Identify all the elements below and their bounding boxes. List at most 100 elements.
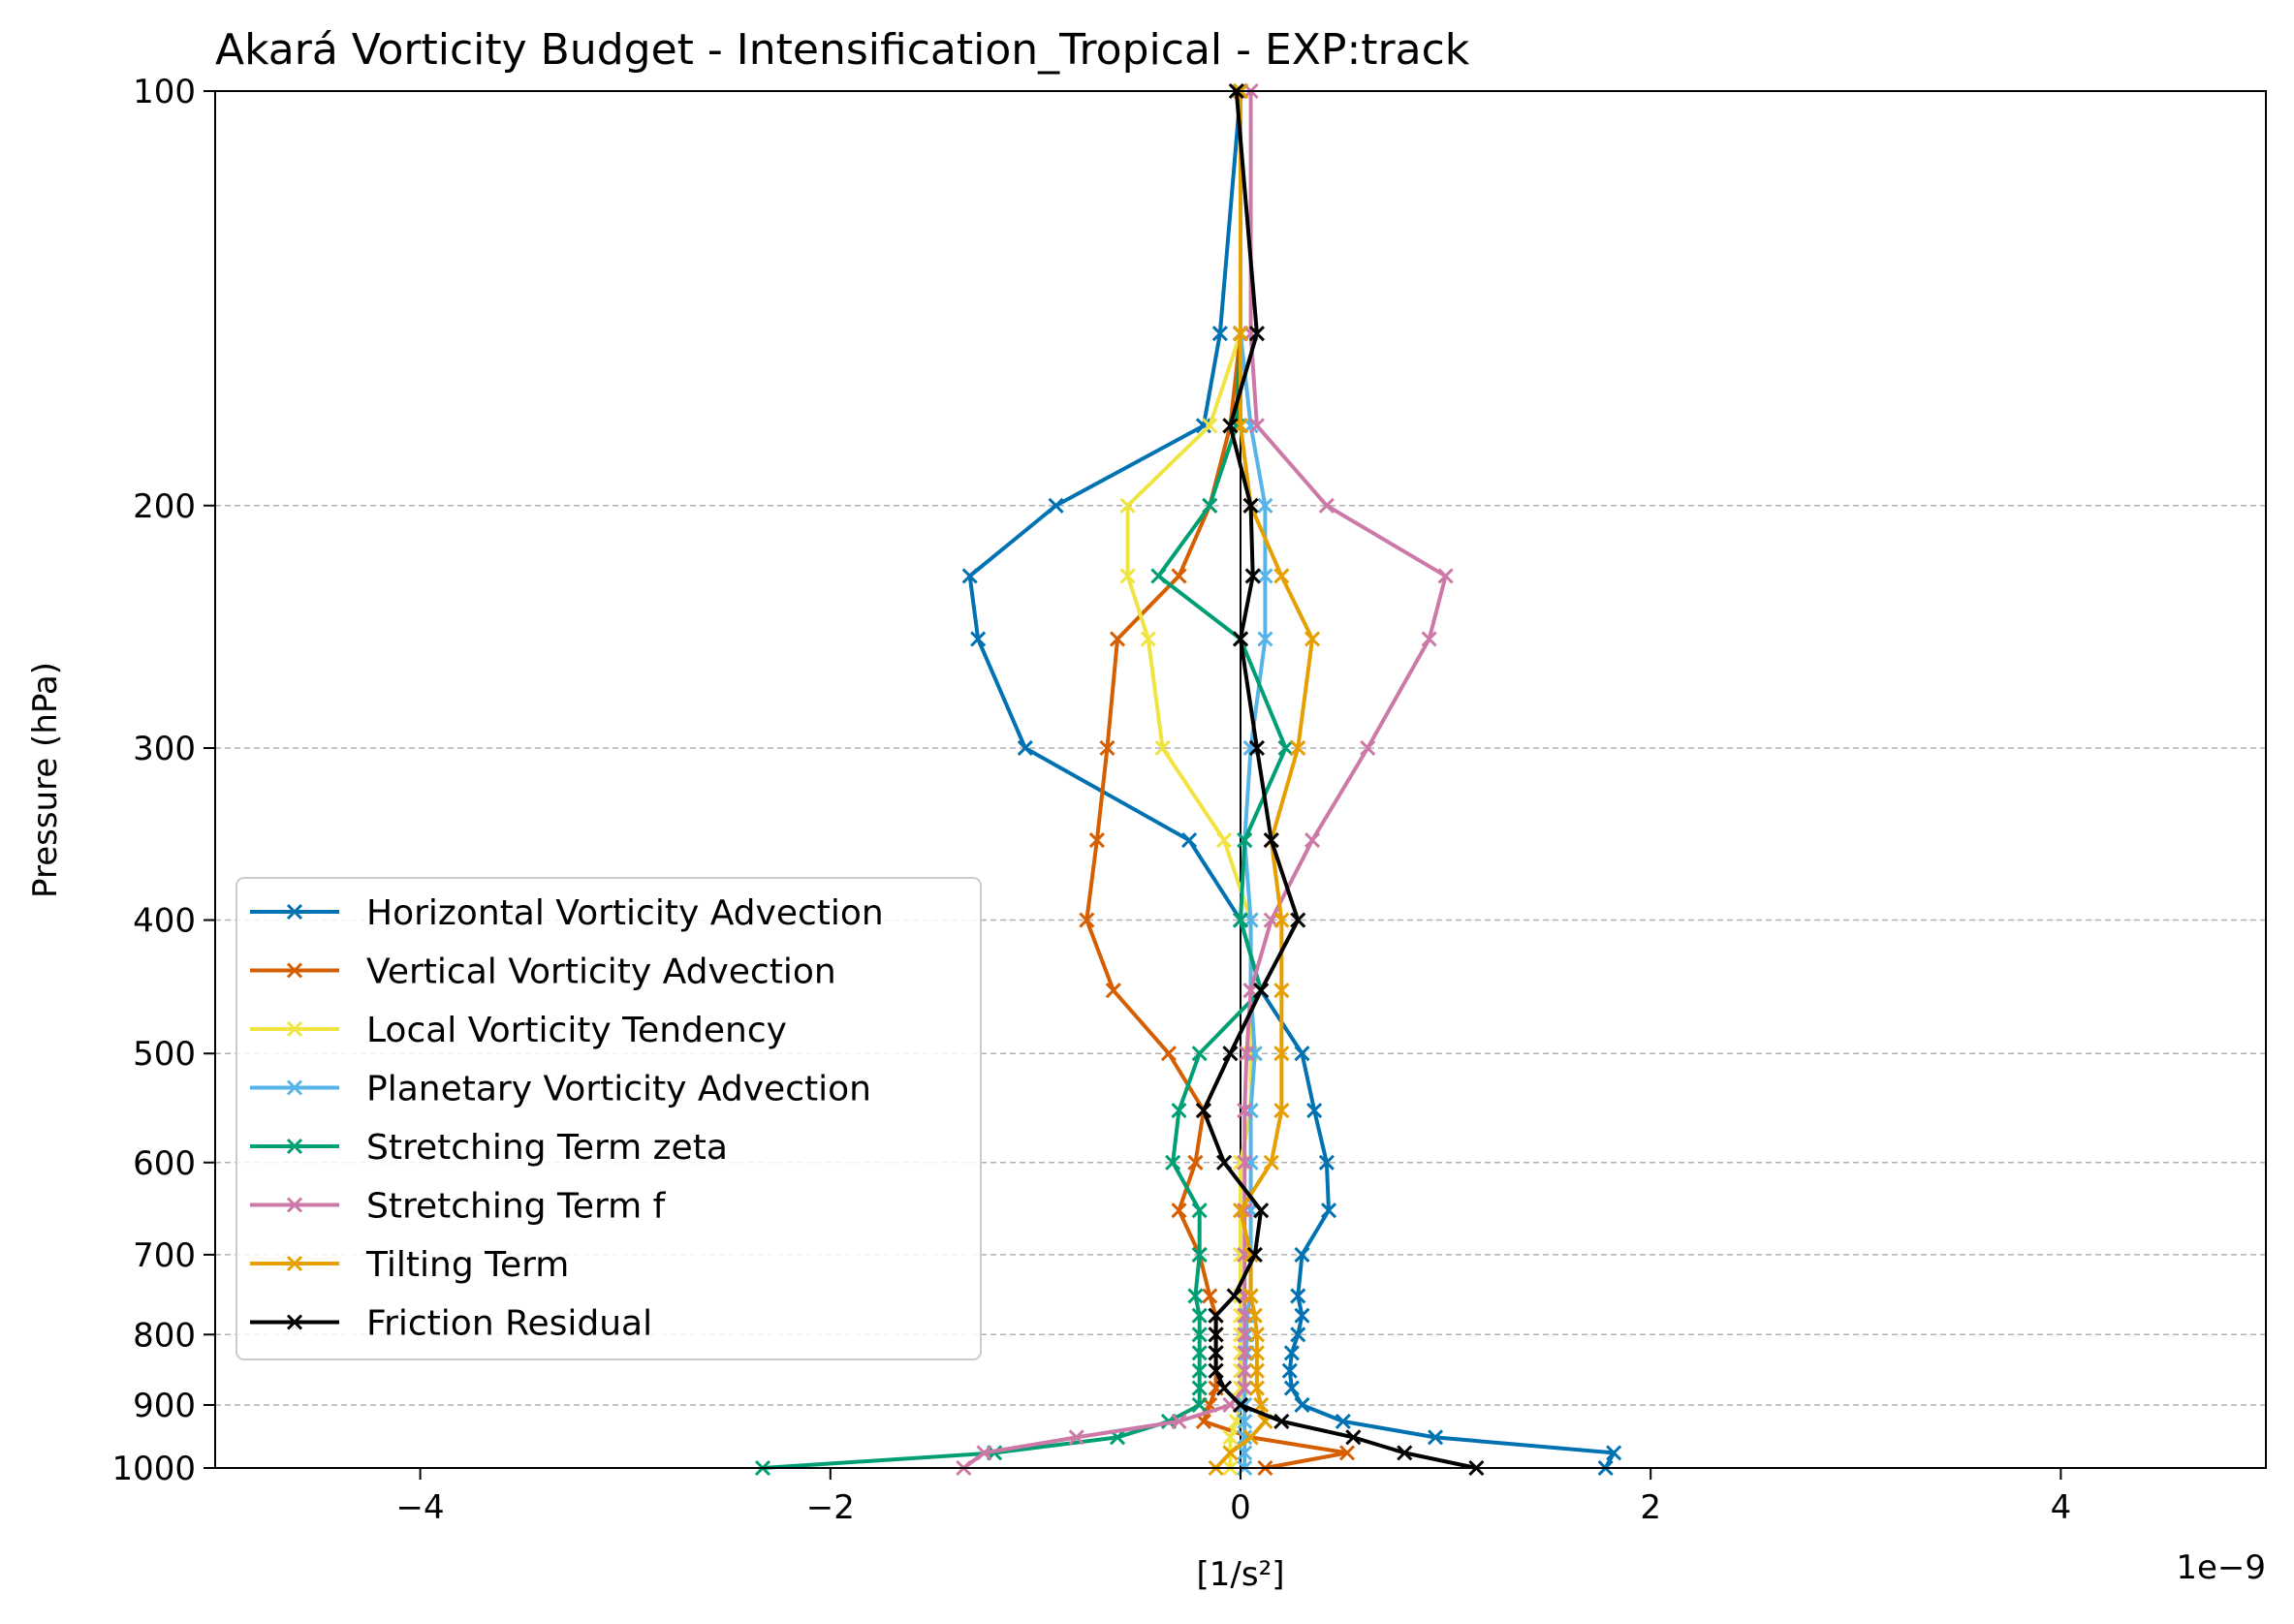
data-point	[1048, 497, 1064, 514]
legend-marker	[286, 1255, 303, 1272]
legend-marker	[286, 1020, 303, 1038]
data-point	[1216, 1154, 1233, 1171]
data-point	[1171, 1102, 1187, 1119]
data-point	[1202, 1288, 1218, 1304]
y-tick-label: 900	[133, 1387, 196, 1425]
data-point	[1099, 739, 1116, 757]
data-point	[1290, 1288, 1306, 1304]
x-axis-ticks: −4 −2 0 2 4	[396, 1468, 2072, 1527]
data-point	[1318, 1154, 1335, 1171]
legend-marker	[286, 1197, 303, 1213]
data-point	[1304, 832, 1321, 849]
y-tick-label: 600	[133, 1144, 196, 1183]
legend-label: Planetary Vorticity Advection	[366, 1070, 871, 1109]
data-point	[976, 1445, 992, 1461]
data-point	[1105, 983, 1121, 999]
x-tick-label: 4	[2051, 1488, 2072, 1527]
data-point	[1191, 1202, 1208, 1219]
data-point	[1290, 1327, 1306, 1343]
data-point	[1294, 1246, 1310, 1263]
legend-entry: Vertical Vorticity Advection	[250, 953, 836, 992]
data-point	[1248, 1380, 1265, 1396]
data-point	[1187, 1154, 1204, 1171]
data-point	[1232, 912, 1249, 928]
x-tick-label: 0	[1230, 1488, 1251, 1527]
series-line-tilting-term	[1214, 91, 1315, 1470]
data-point	[1211, 326, 1228, 342]
data-point	[1191, 1307, 1208, 1324]
y-tick-label: 1000	[111, 1450, 196, 1488]
plot-area	[754, 82, 1622, 1477]
data-point	[1306, 1102, 1323, 1119]
data-point	[1239, 1046, 1255, 1062]
data-point	[1237, 1413, 1253, 1429]
x-axis-offset-label: 1e−9	[2176, 1548, 2266, 1587]
data-point	[1242, 1429, 1259, 1446]
data-point	[1222, 418, 1239, 434]
x-axis-label: [1/s²]	[1197, 1555, 1285, 1594]
data-point	[1237, 1445, 1253, 1461]
data-point	[1427, 1429, 1444, 1446]
data-point	[1606, 1445, 1622, 1461]
y-axis-label: Pressure (hPa)	[26, 662, 65, 898]
legend-label: Friction Residual	[366, 1304, 652, 1344]
series-layer	[754, 82, 1622, 1477]
data-point	[1397, 1445, 1413, 1461]
data-point	[1273, 1046, 1290, 1062]
data-point	[1191, 1246, 1208, 1263]
x-tick-label: −2	[806, 1488, 855, 1527]
legend-marker	[286, 1314, 303, 1330]
data-point	[970, 631, 987, 647]
data-point	[1294, 1307, 1310, 1324]
legend-entry: Horizontal Vorticity Advection	[250, 893, 884, 933]
legend-marker	[286, 962, 303, 979]
legend-label: Stretching Term f	[366, 1187, 667, 1227]
legend-marker	[286, 903, 303, 921]
data-point	[1237, 1154, 1253, 1171]
data-point	[1171, 568, 1187, 584]
data-point	[1237, 1345, 1253, 1361]
data-point	[1304, 631, 1321, 647]
x-tick-label: 2	[1640, 1488, 1661, 1527]
data-point	[1437, 568, 1454, 584]
data-point	[1248, 1327, 1265, 1343]
data-point	[1208, 1307, 1224, 1324]
data-point	[1421, 631, 1437, 647]
data-point	[1088, 832, 1105, 849]
data-point	[1191, 1380, 1208, 1396]
y-tick-label: 200	[133, 487, 196, 526]
data-point	[1237, 1362, 1253, 1379]
data-point	[1335, 1413, 1351, 1429]
data-point	[1263, 1154, 1279, 1171]
data-point	[1232, 1202, 1249, 1219]
data-point	[1150, 568, 1167, 584]
chart-title: Akará Vorticity Budget - Intensification…	[215, 25, 1470, 75]
data-point	[1237, 1327, 1253, 1343]
y-tick-label: 100	[133, 73, 196, 111]
series-line-stretching-term-zeta	[762, 91, 1288, 1470]
data-point	[1232, 631, 1249, 647]
data-point	[1257, 631, 1273, 647]
legend: Horizontal Vorticity Advection Vertical V…	[236, 877, 982, 1360]
data-point	[1140, 631, 1156, 647]
legend-label: Tilting Term	[365, 1245, 569, 1285]
data-point	[1191, 1396, 1208, 1414]
data-point	[1195, 1102, 1211, 1119]
legend-marker	[286, 1079, 303, 1096]
data-point	[1253, 1202, 1270, 1219]
data-point	[1187, 1288, 1204, 1304]
data-point	[1222, 1046, 1239, 1062]
data-point	[1320, 1202, 1337, 1219]
data-point	[1318, 497, 1335, 514]
data-point	[1160, 1046, 1178, 1062]
data-point	[1068, 1429, 1084, 1446]
data-point	[1195, 418, 1211, 434]
data-point	[1281, 1362, 1298, 1379]
data-point	[1248, 326, 1265, 342]
data-point	[1216, 832, 1233, 849]
data-point	[1191, 1362, 1208, 1379]
data-point	[1109, 631, 1126, 647]
data-point	[1237, 1380, 1253, 1396]
legend-entry: Stretching Term f	[250, 1187, 667, 1227]
